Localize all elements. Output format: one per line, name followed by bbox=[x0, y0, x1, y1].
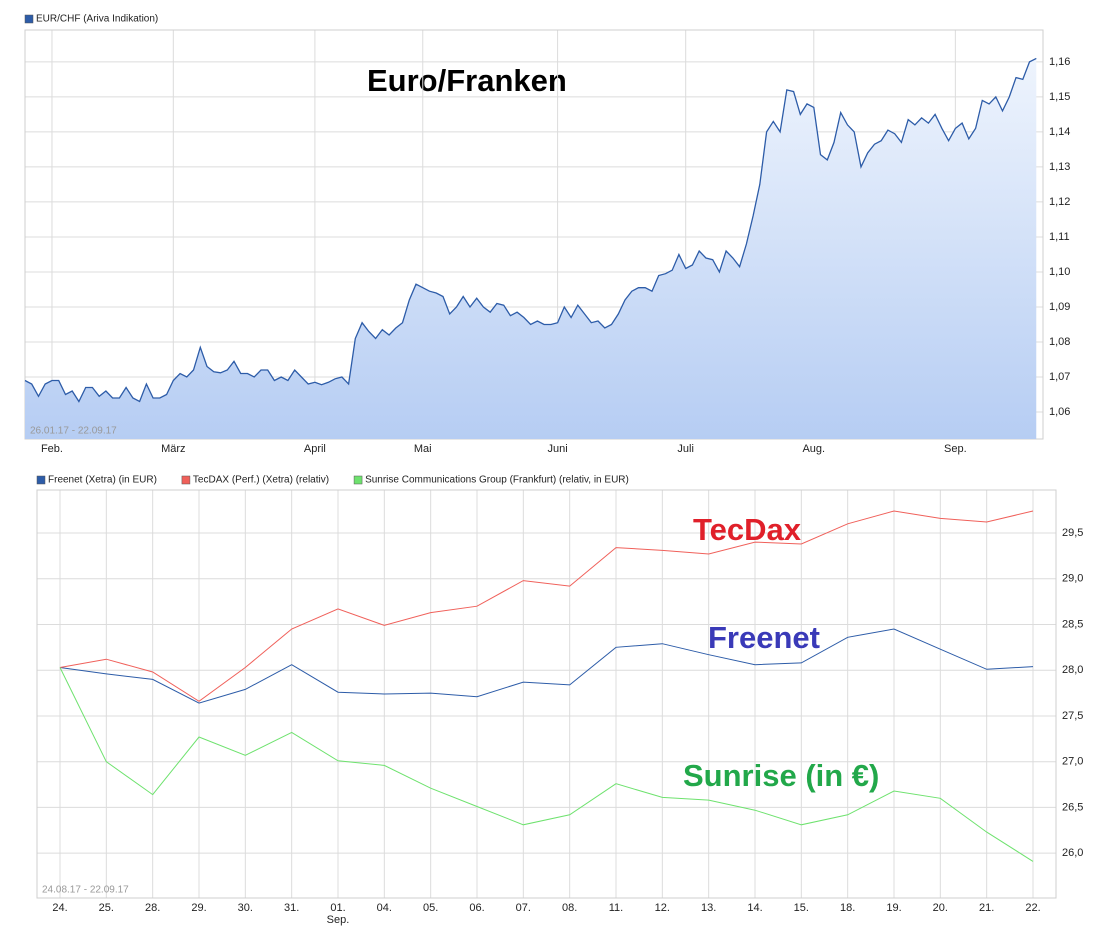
x-tick-label: Mai bbox=[414, 443, 432, 455]
y-tick-label: 28,0 bbox=[1062, 664, 1083, 676]
legend-label: EUR/CHF (Ariva Indikation) bbox=[36, 14, 158, 25]
x-tick-label: 25. bbox=[99, 902, 114, 914]
legend-marker bbox=[353, 475, 363, 485]
y-tick-label: 1,06 bbox=[1049, 406, 1070, 418]
x-tick-label: 06. bbox=[469, 902, 484, 914]
legend-label: Sunrise Communications Group (Frankfurt)… bbox=[365, 475, 629, 486]
x-tick-label: Aug. bbox=[802, 443, 825, 455]
x-tick-label: 11. bbox=[609, 902, 623, 914]
y-tick-label: 29,0 bbox=[1062, 573, 1083, 585]
y-tick-label: 1,07 bbox=[1049, 371, 1070, 383]
area-fill bbox=[25, 58, 1037, 440]
legend-label: Freenet (Xetra) (in EUR) bbox=[48, 475, 157, 486]
y-tick-label: 1,14 bbox=[1049, 126, 1070, 138]
x-tick-label: 28. bbox=[145, 902, 160, 914]
y-tick-label: 26,5 bbox=[1062, 801, 1083, 813]
series-annotation: Freenet bbox=[708, 620, 820, 655]
y-tick-label: 1,15 bbox=[1049, 91, 1070, 103]
x-tick-label: 13. bbox=[701, 902, 716, 914]
series-annotation: Sunrise (in €) bbox=[683, 758, 879, 793]
x-tick-label: 18. bbox=[840, 902, 855, 914]
chart-annotation: Euro/Franken bbox=[367, 63, 567, 98]
y-tick-label: 27,0 bbox=[1062, 756, 1083, 768]
x-tick-label: Sep. bbox=[944, 443, 967, 455]
line bbox=[59, 510, 1034, 702]
legend-marker bbox=[24, 14, 34, 24]
x-tick-label: 15. bbox=[794, 902, 809, 914]
y-tick-label: 1,08 bbox=[1049, 336, 1070, 348]
y-tick-label: 1,16 bbox=[1049, 56, 1070, 68]
x-tick-label: 30. bbox=[238, 902, 253, 914]
x-tick-label: 01. bbox=[330, 902, 345, 914]
x-tick-label: Juni bbox=[548, 443, 568, 455]
legend-marker bbox=[36, 475, 46, 485]
legend-marker bbox=[181, 475, 191, 485]
x-tick-label: April bbox=[304, 443, 326, 455]
line bbox=[24, 57, 1037, 403]
x-tick-label: 22. bbox=[1025, 902, 1040, 914]
y-tick-label: 26,0 bbox=[1062, 847, 1083, 859]
legend-label: TecDAX (Perf.) (Xetra) (relativ) bbox=[193, 475, 329, 486]
x-tick-label: 20. bbox=[933, 902, 948, 914]
x-tick-sublabel: Sep. bbox=[327, 914, 350, 926]
x-tick-label: 12. bbox=[655, 902, 670, 914]
line bbox=[59, 628, 1034, 704]
x-tick-label: März bbox=[161, 443, 185, 455]
x-tick-label: 19. bbox=[886, 902, 901, 914]
x-tick-label: 31. bbox=[284, 902, 299, 914]
x-tick-label: 14. bbox=[747, 902, 762, 914]
y-tick-label: 1,12 bbox=[1049, 196, 1070, 208]
x-tick-label: 21. bbox=[979, 902, 994, 914]
y-tick-label: 1,13 bbox=[1049, 161, 1070, 173]
x-tick-label: Juli bbox=[677, 443, 694, 455]
x-tick-label: 08. bbox=[562, 902, 577, 914]
date-range: 24.08.17 - 22.09.17 bbox=[42, 885, 129, 896]
x-tick-label: 24. bbox=[52, 902, 67, 914]
plot-frame bbox=[36, 489, 1057, 899]
y-tick-label: 1,10 bbox=[1049, 266, 1070, 278]
y-tick-label: 1,09 bbox=[1049, 301, 1070, 313]
x-tick-label: 29. bbox=[191, 902, 206, 914]
x-tick-label: 04. bbox=[377, 902, 392, 914]
x-tick-label: Feb. bbox=[41, 443, 63, 455]
y-tick-label: 27,5 bbox=[1062, 710, 1083, 722]
y-tick-label: 28,5 bbox=[1062, 618, 1083, 630]
x-tick-label: 05. bbox=[423, 902, 438, 914]
x-tick-label: 07. bbox=[516, 902, 531, 914]
series-annotation: TecDax bbox=[693, 512, 802, 547]
y-tick-label: 1,11 bbox=[1049, 231, 1070, 243]
date-range: 26.01.17 - 22.09.17 bbox=[30, 426, 117, 437]
line bbox=[59, 667, 1034, 862]
y-tick-label: 29,5 bbox=[1062, 527, 1083, 539]
